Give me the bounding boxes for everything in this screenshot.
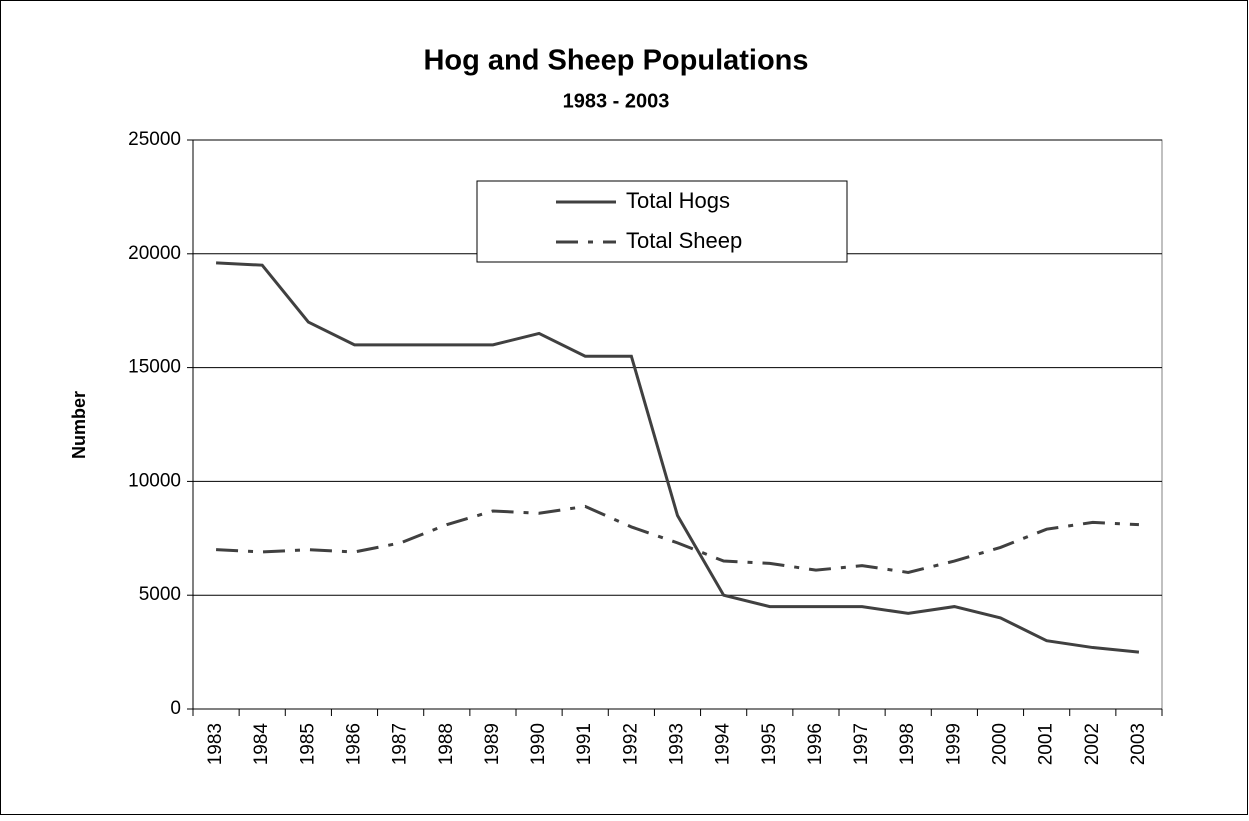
x-tick-label: 2003 bbox=[1128, 723, 1149, 765]
x-tick-label: 1990 bbox=[528, 723, 549, 765]
x-tick-label: 1986 bbox=[344, 723, 365, 765]
line-series bbox=[215, 504, 1140, 574]
x-tick-label: 1994 bbox=[713, 723, 734, 766]
y-axis-label: Number bbox=[69, 391, 89, 459]
x-tick-label: 1987 bbox=[390, 723, 411, 765]
x-tick-label: 1997 bbox=[851, 723, 872, 765]
line-series bbox=[215, 261, 1140, 654]
x-tick-label: 1989 bbox=[482, 723, 503, 765]
x-tick-label: 1985 bbox=[297, 723, 318, 765]
y-tick-label: 20000 bbox=[128, 243, 181, 264]
x-tick-label: 1999 bbox=[943, 723, 964, 765]
x-tick-label: 1995 bbox=[759, 723, 780, 765]
y-tick-label: 10000 bbox=[128, 470, 181, 491]
x-tick-label: 1993 bbox=[667, 723, 688, 765]
chart-subtitle: 1983 - 2003 bbox=[563, 90, 670, 112]
x-tick-label: 1996 bbox=[805, 723, 826, 765]
y-tick-label: 0 bbox=[170, 698, 181, 719]
x-tick-label: 1983 bbox=[205, 723, 226, 765]
x-tick-label: 1992 bbox=[620, 723, 641, 765]
x-tick-label: 2000 bbox=[990, 723, 1011, 765]
y-tick-label: 15000 bbox=[128, 357, 181, 378]
x-tick-label: 2002 bbox=[1082, 723, 1103, 765]
legend-label: Total Sheep bbox=[626, 228, 742, 253]
y-tick-label: 25000 bbox=[128, 129, 181, 150]
chart-title: Hog and Sheep Populations bbox=[423, 45, 808, 77]
legend-box bbox=[476, 180, 848, 263]
x-tick-label: 2001 bbox=[1036, 723, 1057, 765]
x-tick-label: 1988 bbox=[436, 723, 457, 765]
x-tick-label: 1991 bbox=[574, 723, 595, 765]
x-tick-label: 1984 bbox=[251, 723, 272, 766]
x-tick-label: 1998 bbox=[897, 723, 918, 765]
y-tick-label: 5000 bbox=[139, 584, 181, 605]
legend-label: Total Hogs bbox=[626, 188, 730, 213]
